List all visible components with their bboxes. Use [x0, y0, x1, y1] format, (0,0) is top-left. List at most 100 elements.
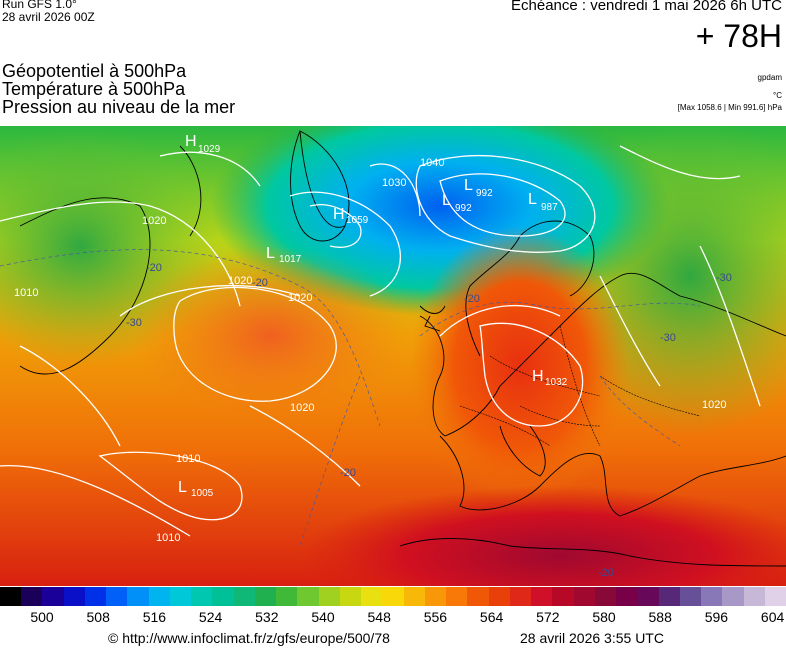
colorbar-tick-label: 532 [255, 609, 279, 625]
colorbar-swatch [42, 587, 65, 606]
svg-text:1032: 1032 [545, 377, 568, 388]
temperature-label: -30 [716, 272, 732, 284]
pressure-centers: H 1029 H 1059 L 1017 L 992 L 992 L 987 H… [178, 133, 568, 499]
colorbar-swatch [573, 587, 596, 606]
isobar-label: 1020 [702, 399, 726, 411]
colorbar-tick-label: 572 [536, 609, 560, 625]
svg-text:H: H [185, 133, 197, 150]
pressure-center-high: H 1029 [185, 133, 221, 155]
pressure-range: [Max 1058.6 | Min 991.6] hPa [677, 103, 782, 112]
temperature-contours [0, 249, 701, 547]
pressure-center-low: L 987 [528, 191, 558, 213]
svg-text:1059: 1059 [346, 215, 369, 226]
colorbar-tick-label: 604 [760, 609, 785, 625]
colorbar-tick-label: 516 [142, 609, 167, 625]
svg-text:1017: 1017 [279, 254, 302, 265]
run-date: 28 avril 2026 00Z [2, 10, 95, 24]
svg-text:992: 992 [476, 188, 493, 199]
colorbar [0, 587, 786, 606]
coastlines [19, 130, 786, 567]
colorbar-swatch [169, 587, 192, 606]
colorbar-swatch [233, 587, 256, 606]
colorbar-tick-label: 540 [311, 609, 335, 625]
colorbar-tick-label: 596 [704, 609, 729, 625]
isobar-label: 1040 [420, 157, 444, 169]
temperature-label: -20 [146, 262, 162, 274]
units-legend: gpdam °C [Max 1058.6 | Min 991.6] hPa [678, 72, 782, 114]
colorbar-tick-label: 556 [423, 609, 448, 625]
lead-time: + 78H [695, 18, 782, 54]
field-geopotential: Géopotentiel à 500hPa [2, 61, 187, 81]
colorbar-swatch [63, 587, 86, 606]
colorbar-swatch [21, 587, 43, 606]
pressure-center-low: L 992 [442, 192, 472, 214]
footer-url[interactable]: © http://www.infoclimat.fr/z/gfs/europe/… [108, 630, 390, 646]
field-temperature: Température à 500hPa [2, 79, 186, 99]
colorbar-swatch [552, 587, 575, 606]
run-model: Run GFS 1.0° [2, 0, 77, 11]
svg-text:L: L [178, 479, 187, 496]
temperature-label: -20 [598, 567, 614, 579]
isobar-label: 1020 [228, 275, 252, 287]
isobar-label: 1020 [288, 292, 312, 304]
colorbar-swatch [424, 587, 447, 606]
field-titles: Géopotentiel à 500hPa Température à 500h… [2, 62, 235, 116]
colorbar-swatch [403, 587, 426, 606]
isobar-label: 1010 [176, 453, 200, 465]
temperature-label: -20 [464, 293, 480, 305]
svg-text:L: L [528, 191, 537, 208]
isobar-label: 1010 [14, 287, 38, 299]
colorbar-swatch [106, 587, 128, 606]
colorbar-swatch [84, 587, 107, 606]
temperature-label: -20 [252, 277, 268, 289]
pressure-center-low: L 1017 [266, 245, 302, 265]
colorbar-swatch [616, 587, 638, 606]
pressure-center-high: H 1032 [532, 368, 568, 388]
svg-text:H: H [333, 206, 345, 223]
colorbar-swatch [212, 587, 235, 606]
colorbar-swatch [637, 587, 660, 606]
temperature-label: -30 [126, 317, 142, 329]
run-info: Run GFS 1.0° 28 avril 2026 00Z [2, 0, 95, 24]
colorbar-swatch [658, 587, 681, 606]
borders [459, 325, 701, 447]
colorbar-swatch [191, 587, 213, 606]
colorbar-swatch [318, 587, 341, 606]
colorbar-swatch [0, 587, 22, 606]
colorbar-ticks: 500 508 516 524 532 540 548 556 564 572 580 588 596 6… [0, 609, 786, 629]
colorbar-tick-label: 500 [30, 609, 54, 625]
colorbar-swatch [679, 587, 702, 606]
colorbar-swatch [701, 587, 723, 606]
colorbar-tick-label: 524 [198, 609, 223, 625]
pressure-center-high: H 1059 [333, 206, 369, 226]
unit-celsius: °C [773, 91, 782, 100]
colorbar-swatch [361, 587, 383, 606]
isobar-labels: 1020 1020 1010 1020 1030 1040 1020 1010 … [14, 157, 726, 544]
colorbar-swatch [254, 587, 277, 606]
isobar-label: 1030 [382, 177, 406, 189]
colorbar-swatch [531, 587, 553, 606]
svg-text:1005: 1005 [191, 488, 214, 499]
colorbar-swatch [743, 587, 766, 606]
svg-text:992: 992 [455, 203, 472, 214]
weather-map[interactable]: 1020 1020 1010 1020 1030 1040 1020 1010 … [0, 126, 786, 586]
colorbar-swatch [297, 587, 320, 606]
colorbar-swatch [467, 587, 490, 606]
isobar-label: 1020 [290, 402, 314, 414]
unit-gpdam: gpdam [757, 73, 782, 82]
colorbar-swatch [594, 587, 617, 606]
svg-text:H: H [532, 368, 544, 385]
colorbar-swatch [764, 587, 786, 606]
svg-text:L: L [266, 245, 275, 262]
isobar-label: 1020 [142, 215, 166, 227]
pressure-center-low: L 992 [464, 177, 493, 199]
temperature-label: -30 [660, 332, 676, 344]
colorbar-tick-label: 508 [86, 609, 110, 625]
colorbar-tick-label: 580 [592, 609, 616, 625]
colorbar-swatch [382, 587, 405, 606]
colorbar-swatch [722, 587, 744, 606]
colorbar-swatch [127, 587, 150, 606]
temperature-labels: -20 -20 -30 -20 -20 -30 -30 -20 [126, 262, 732, 579]
colorbar-swatch [446, 587, 468, 606]
svg-text:1029: 1029 [198, 144, 221, 155]
